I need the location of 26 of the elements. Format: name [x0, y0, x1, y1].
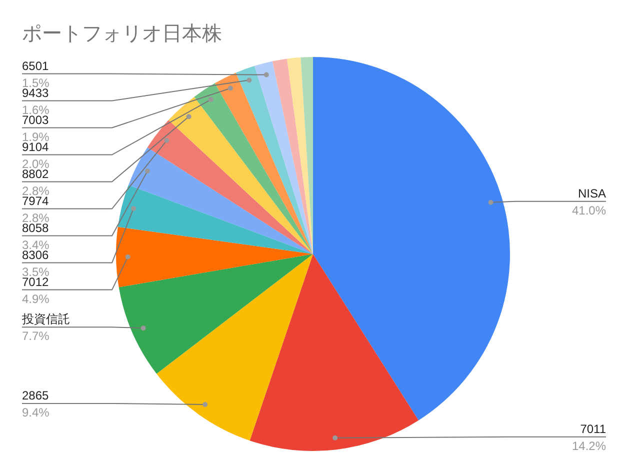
pie-slice — [194, 83, 313, 254]
slice-label: NISA — [578, 186, 606, 200]
pie-slice — [272, 58, 313, 254]
data-label: 41.0% — [572, 203, 606, 218]
pie-slice — [287, 57, 313, 254]
pie-slice — [118, 254, 313, 374]
data-label: 9.4% — [22, 405, 50, 420]
pie-slice — [254, 61, 313, 254]
data-label: 7.7% — [22, 329, 50, 344]
pie-slice — [313, 57, 510, 420]
slice-label: 2865 — [22, 388, 50, 402]
slice-label: 投資信託 — [21, 312, 70, 326]
chart-title: ポートフォリオ日本株 — [22, 23, 222, 45]
data-label: 4.9% — [22, 292, 50, 306]
pie-slice — [156, 254, 313, 441]
slice-label: 6501 — [22, 58, 50, 73]
pie-slice — [168, 96, 313, 254]
data-label: 14.2% — [572, 438, 606, 453]
pie-slice — [116, 226, 313, 288]
pie-slice — [128, 147, 313, 254]
pie-slice — [214, 72, 313, 254]
pie-slice — [250, 254, 419, 451]
slice-label: 7011 — [580, 422, 606, 436]
pie-slice — [118, 184, 313, 254]
pie-slice — [147, 120, 313, 254]
pie-slice — [236, 66, 313, 254]
